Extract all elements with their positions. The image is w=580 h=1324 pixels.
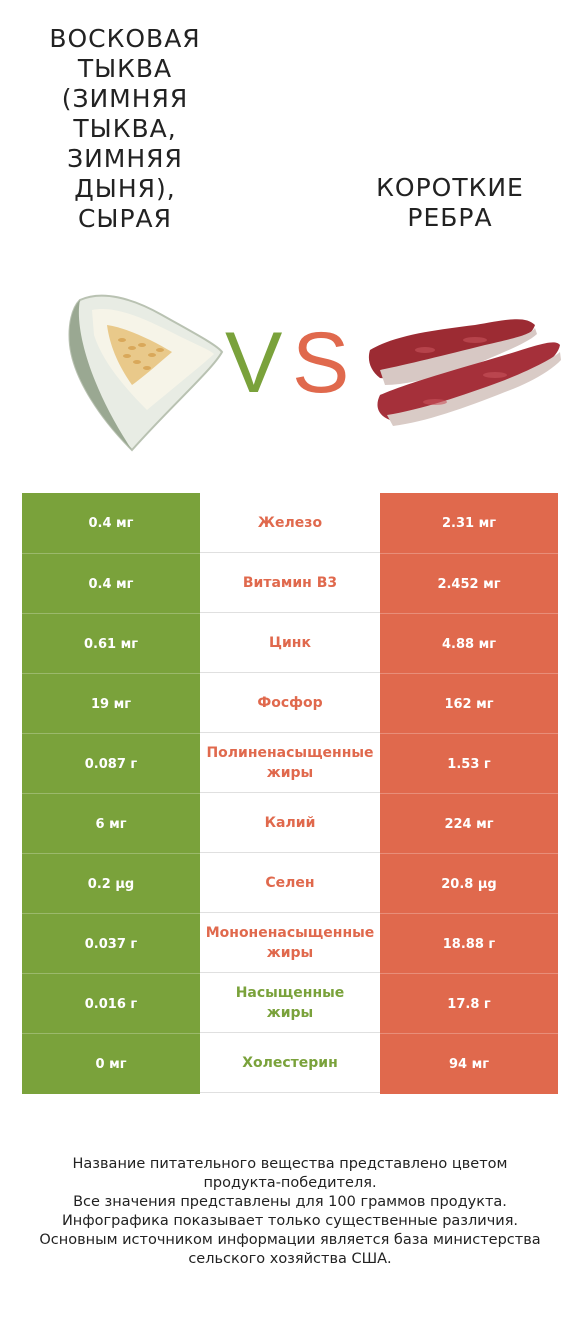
vs-letter-v: V [225, 315, 283, 411]
right-value: 1.53 г [380, 733, 558, 794]
right-value: 162 мг [380, 673, 558, 734]
nutrient-label: Холестерин [200, 1033, 380, 1093]
left-value: 19 мг [22, 673, 200, 734]
nutrient-row: 0.037 г Мононенасыщенные жиры 18.88 г [22, 913, 558, 974]
nutrient-row: 0 мг Холестерин 94 мг [22, 1033, 558, 1094]
right-value: 2.452 мг [380, 553, 558, 614]
wax-gourd-image [68, 294, 224, 452]
right-value: 18.88 г [380, 913, 558, 974]
nutrient-label: Селен [200, 853, 380, 913]
nutrient-label-line: Цинк [269, 634, 311, 651]
left-value: 0 мг [22, 1033, 200, 1094]
left-value: 0.61 мг [22, 613, 200, 674]
right-product-title: Короткие ребра [376, 173, 524, 232]
right-value: 4.88 мг [380, 613, 558, 674]
left-value: 0.087 г [22, 733, 200, 794]
nutrient-label-line: Фосфор [257, 694, 323, 711]
left-value: 6 мг [22, 793, 200, 854]
footer-notes: Название питательного вещества представл… [39, 1156, 541, 1267]
nutrient-row: 0.016 г Насыщенные жиры 17.8 г [22, 973, 558, 1034]
nutrient-label-line: Селен [265, 874, 315, 891]
nutrient-row: 0.61 мг Цинк 4.88 мг [22, 613, 558, 674]
right-value: 224 мг [380, 793, 558, 854]
left-value: 0.2 µg [22, 853, 200, 914]
nutrient-label: Мононенасыщенные жиры [200, 913, 380, 973]
nutrient-row: 6 мг Калий 224 мг [22, 793, 558, 854]
left-product-title: Восковая тыква (зимняя тыква, зимняя дын… [49, 24, 201, 233]
nutrient-label: Калий [200, 793, 380, 853]
nutrient-label-line: жиры [266, 944, 314, 961]
nutrient-label-line: жиры [266, 764, 314, 781]
nutrient-label-line: Железо [257, 514, 323, 531]
nutrient-label: Насыщенные жиры [200, 973, 380, 1033]
nutrient-label: Витамин B3 [200, 553, 380, 613]
nutrient-label: Цинк [200, 613, 380, 673]
right-value: 17.8 г [380, 973, 558, 1034]
nutrient-label-line: Витамин B3 [242, 574, 338, 591]
nutrient-label: Фосфор [200, 673, 380, 733]
nutrient-row: 0.2 µg Селен 20.8 µg [22, 853, 558, 914]
nutrient-row: 0.087 г Полиненасыщенные жиры 1.53 г [22, 733, 558, 794]
left-value: 0.016 г [22, 973, 200, 1034]
right-value: 20.8 µg [380, 853, 558, 914]
left-value: 0.037 г [22, 913, 200, 974]
left-value: 0.4 мг [22, 553, 200, 614]
nutrient-label: Полиненасыщенные жиры [200, 733, 380, 793]
nutrient-row: 0.4 мг Железо 2.31 мг [22, 493, 558, 553]
nutrient-row: 0.4 мг Витамин B3 2.452 мг [22, 553, 558, 614]
nutrient-label-line: Холестерин [242, 1054, 338, 1071]
nutrient-label-line: Мононенасыщенные [205, 924, 375, 941]
nutrient-label-line: жиры [266, 1004, 314, 1021]
nutrient-label-line: Полиненасыщенные [206, 744, 374, 761]
nutrient-label-line: Насыщенные [235, 984, 345, 1001]
right-value: 2.31 мг [380, 493, 558, 553]
nutrient-label: Железо [200, 493, 380, 553]
left-value: 0.4 мг [22, 493, 200, 553]
nutrient-row: 19 мг Фосфор 162 мг [22, 673, 558, 734]
right-value: 94 мг [380, 1033, 558, 1094]
nutrient-label-line: Калий [264, 814, 316, 831]
short-ribs-image [368, 319, 561, 426]
vs-letter-s: S [292, 315, 350, 411]
